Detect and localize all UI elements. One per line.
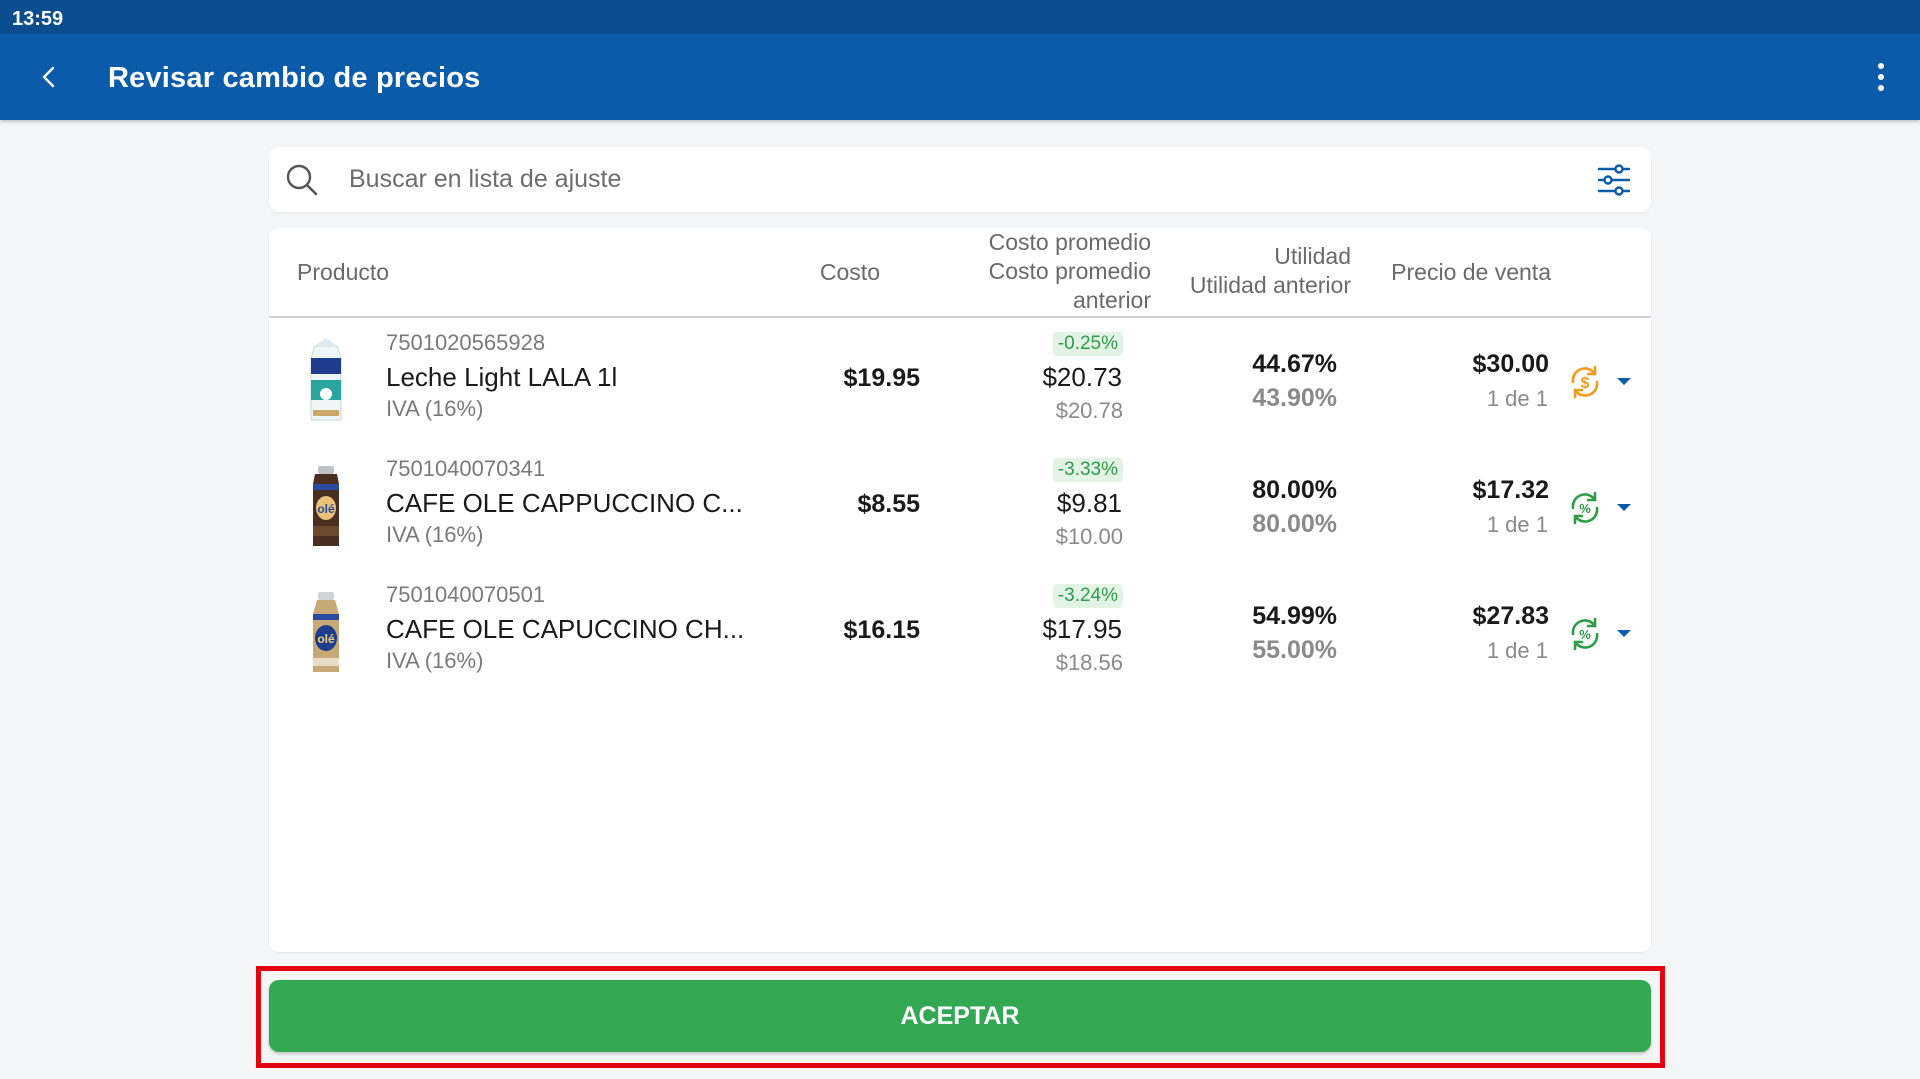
header-costo-promedio-anterior-label: Costo promedio anterior (988, 258, 1151, 313)
header-costo: Costo (819, 259, 880, 285)
utilidad-anterior-value: 80.00% (1252, 510, 1337, 538)
search-input[interactable] (349, 157, 1529, 201)
product-sku: 7501020565928 (386, 330, 546, 355)
utilidad-value: 44.67% (1252, 350, 1337, 378)
utilidad-anterior-value: 55.00% (1252, 636, 1337, 664)
costo-promedio-value: $20.73 (1042, 362, 1122, 392)
costo-promedio-anterior-value: $18.56 (1055, 650, 1123, 675)
search-bar (269, 147, 1651, 212)
accept-button[interactable]: ACEPTAR (269, 980, 1651, 1052)
header-costo-promedio-label: Costo promedio (988, 229, 1151, 255)
cost-change-badge: -3.24% (1052, 584, 1123, 608)
precio-venta-value: $17.32 (1472, 476, 1549, 504)
svg-text:olé: olé (317, 632, 335, 646)
svg-text:%: % (1579, 627, 1591, 642)
precio-venta-value: $27.83 (1472, 602, 1549, 630)
status-bar: 13:59 (0, 0, 1920, 34)
costo-promedio-value: $9.81 (1056, 488, 1122, 518)
header-utilidad-label: Utilidad (1274, 243, 1351, 269)
back-button[interactable] (28, 56, 70, 98)
table-header: Producto Costo Costo promedio Costo prom… (269, 228, 1651, 318)
status-time: 13:59 (12, 8, 64, 30)
header-utilidad-anterior-label: Utilidad anterior (1189, 272, 1351, 298)
product-sku: 7501040070341 (386, 456, 546, 481)
product-name: CAFE OLE CAPPUCCINO C... (386, 488, 743, 518)
table-row[interactable]: 7501020565928 Leche Light LALA 1l IVA (1… (269, 318, 1651, 444)
percent-sync-icon[interactable]: % (1565, 614, 1605, 654)
costo-promedio-anterior-value: $10.00 (1055, 524, 1123, 549)
chevron-down-icon[interactable] (1611, 494, 1637, 520)
price-page-indicator: 1 de 1 (1486, 638, 1548, 663)
price-page-indicator: 1 de 1 (1486, 386, 1548, 411)
more-options-button[interactable] (1860, 56, 1902, 98)
product-name: Leche Light LALA 1l (386, 362, 618, 392)
filter-sliders-icon[interactable] (1595, 161, 1633, 199)
accept-button-highlight (256, 966, 1665, 1068)
product-tax: IVA (16%) (386, 648, 484, 673)
more-vertical-icon (1878, 63, 1884, 91)
utilidad-value: 54.99% (1252, 602, 1337, 630)
costo-value: $16.15 (843, 616, 920, 644)
header-utilidad: Utilidad Utilidad anterior (1151, 242, 1351, 300)
svg-text:%: % (1579, 501, 1591, 516)
header-precio-venta: Precio de venta (1391, 259, 1551, 285)
search-icon (286, 164, 318, 196)
svg-text:olé: olé (317, 502, 335, 516)
price-page-indicator: 1 de 1 (1486, 512, 1548, 537)
costo-value: $19.95 (843, 364, 920, 392)
product-sku: 7501040070501 (386, 582, 546, 607)
header-costo-promedio: Costo promedio Costo promedio anterior (951, 228, 1151, 315)
milk-carton-icon (310, 338, 342, 421)
precio-venta-value: $30.00 (1472, 350, 1549, 378)
product-tax: IVA (16%) (386, 396, 484, 421)
costo-promedio-value: $17.95 (1042, 614, 1122, 644)
cost-change-badge: -0.25% (1052, 332, 1123, 356)
header-producto: Producto (297, 259, 390, 285)
cost-change-badge: -3.33% (1052, 458, 1123, 482)
chevron-down-icon[interactable] (1611, 368, 1637, 394)
product-tax: IVA (16%) (386, 522, 484, 547)
app-bar: Revisar cambio de precios (0, 34, 1920, 120)
price-sync-icon[interactable]: $ (1565, 362, 1605, 402)
coffee-bottle-icon: olé (313, 592, 339, 672)
costo-value: $8.55 (857, 490, 920, 518)
percent-sync-icon[interactable]: % (1565, 488, 1605, 528)
costo-promedio-anterior-value: $20.78 (1055, 398, 1123, 423)
table-row[interactable]: olé 7501040070501 CAFE OLE CAPUCCINO CH.… (269, 570, 1651, 696)
chevron-left-icon (42, 66, 55, 88)
price-change-table: Producto Costo Costo promedio Costo prom… (269, 228, 1651, 952)
utilidad-value: 80.00% (1252, 476, 1337, 504)
product-name: CAFE OLE CAPUCCINO CH... (386, 614, 745, 644)
utilidad-anterior-value: 43.90% (1252, 384, 1337, 412)
table-row[interactable]: olé 7501040070341 CAFE OLE CAPPUCCINO C.… (269, 444, 1651, 570)
chevron-down-icon[interactable] (1611, 620, 1637, 646)
coffee-can-icon: olé (313, 466, 339, 546)
svg-text:$: $ (1581, 375, 1590, 392)
page-title: Revisar cambio de precios (108, 62, 481, 94)
